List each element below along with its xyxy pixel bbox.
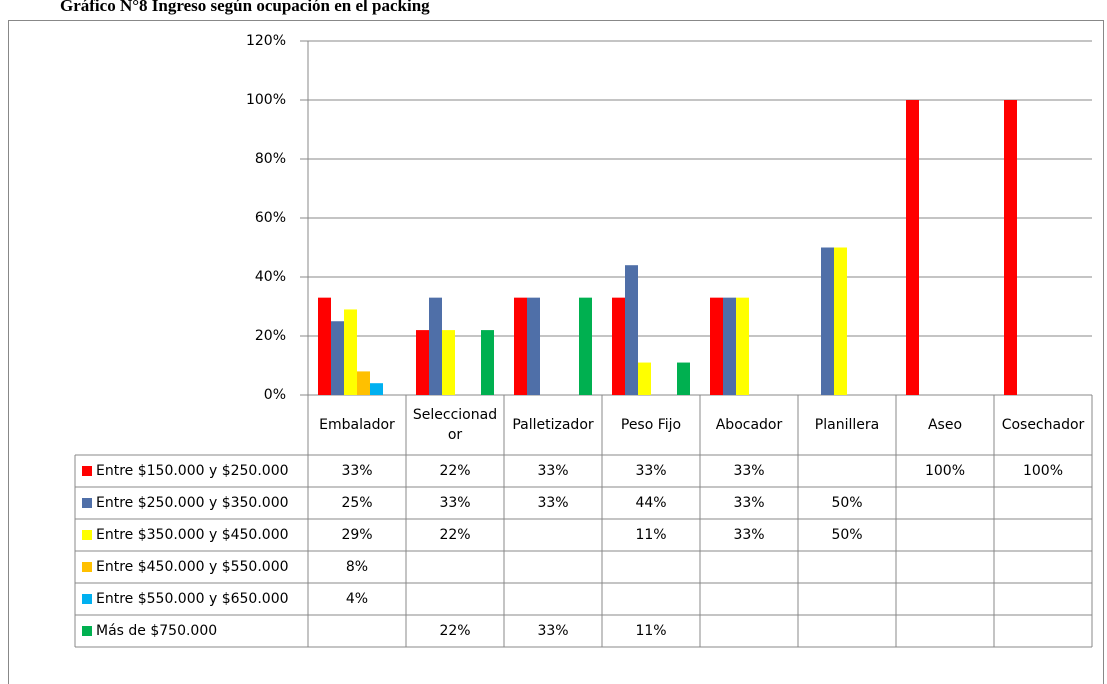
y-tick-label: 80% [255, 151, 286, 167]
bar [579, 297, 592, 395]
x-tick-label: Aseo [927, 417, 963, 433]
bar [1004, 100, 1017, 395]
legend-swatch [82, 498, 92, 508]
legend-swatch [82, 562, 92, 572]
value-label: 33% [635, 463, 666, 479]
value-label: 25% [341, 495, 372, 511]
value-label: 33% [439, 495, 470, 511]
bar [736, 297, 749, 395]
value-label: 11% [635, 527, 666, 543]
bar [612, 297, 625, 395]
value-label: 100% [925, 463, 965, 479]
legend-label: Más de $750.000 [96, 623, 217, 639]
bar [442, 330, 455, 395]
x-tick-label: Palletizador [512, 417, 594, 433]
x-tick-label: Planillera [814, 417, 880, 433]
legend-label: Entre $550.000 y $650.000 [96, 591, 289, 607]
value-label: 33% [341, 463, 372, 479]
value-label: 33% [733, 495, 764, 511]
legend-label: Entre $250.000 y $350.000 [96, 495, 289, 511]
value-label: 33% [537, 463, 568, 479]
bar [429, 297, 442, 395]
value-label: 50% [831, 527, 862, 543]
bar [318, 297, 331, 395]
bar [906, 100, 919, 395]
bar [834, 247, 847, 395]
value-label: 100% [1023, 463, 1063, 479]
x-tick-label: Peso Fijo [620, 417, 682, 433]
x-tick-label: Abocador [715, 417, 783, 433]
value-label: 22% [439, 527, 470, 543]
value-label: 33% [733, 527, 764, 543]
y-tick-label: 60% [255, 210, 286, 226]
x-tick-label: Cosechador [1001, 417, 1085, 433]
x-tick-label: Seleccionador [412, 407, 498, 443]
legend-swatch [82, 594, 92, 604]
value-label: 33% [537, 495, 568, 511]
bar [638, 362, 651, 395]
y-tick-label: 20% [255, 328, 286, 344]
legend-label: Entre $450.000 y $550.000 [96, 559, 289, 575]
y-tick-label: 120% [246, 33, 286, 49]
value-label: 22% [439, 463, 470, 479]
value-label: 50% [831, 495, 862, 511]
y-tick-label: 0% [264, 387, 286, 403]
bar [723, 297, 736, 395]
y-tick-label: 100% [246, 92, 286, 108]
y-tick-label: 40% [255, 269, 286, 285]
legend-label: Entre $150.000 y $250.000 [96, 463, 289, 479]
value-label: 8% [346, 559, 368, 575]
value-label: 4% [346, 591, 368, 607]
value-label: 22% [439, 623, 470, 639]
bar [344, 309, 357, 395]
bar [677, 362, 690, 395]
legend-label: Entre $350.000 y $450.000 [96, 527, 289, 543]
value-label: 33% [733, 463, 764, 479]
value-label: 11% [635, 623, 666, 639]
value-label: 29% [341, 527, 372, 543]
x-tick-label: Embalador [319, 417, 395, 433]
bar [416, 330, 429, 395]
bar [331, 321, 344, 395]
bar [357, 371, 370, 395]
bar [821, 247, 834, 395]
value-label: 33% [537, 623, 568, 639]
bar [370, 383, 383, 395]
legend-swatch [82, 626, 92, 636]
value-label: 44% [635, 495, 666, 511]
legend-swatch [82, 530, 92, 540]
legend-swatch [82, 466, 92, 476]
bar [514, 297, 527, 395]
bar [481, 330, 494, 395]
bar [625, 265, 638, 395]
bar [527, 297, 540, 395]
chart-border [8, 20, 1104, 684]
bar [710, 297, 723, 395]
chart-title: Gráfico N°8 Ingreso según ocupación en e… [60, 0, 430, 15]
